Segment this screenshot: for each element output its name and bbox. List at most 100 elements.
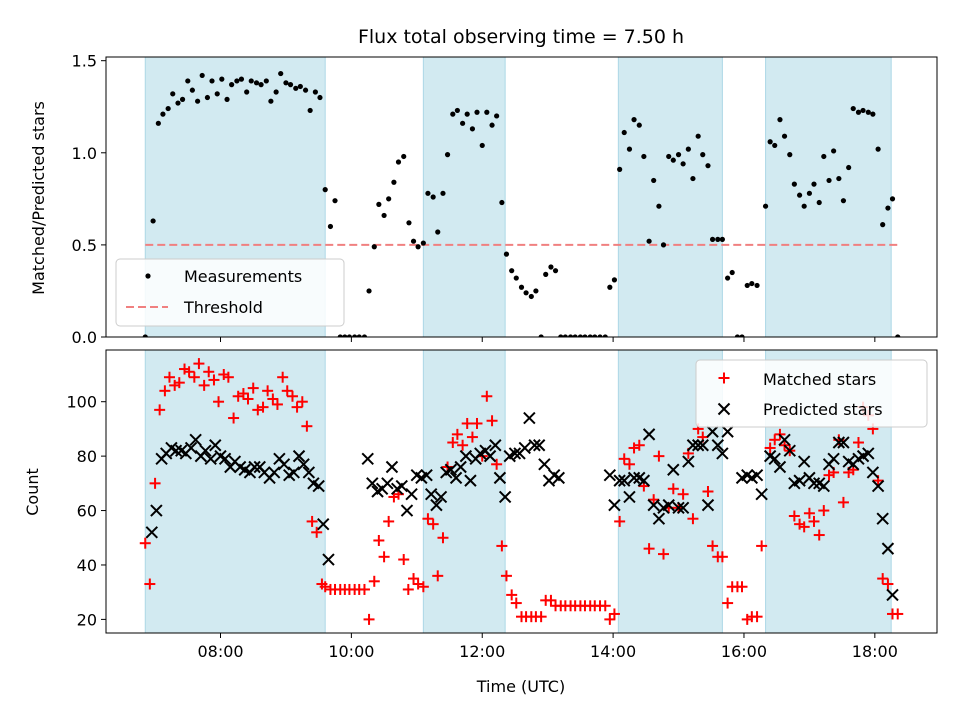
x-marker-b bbox=[204, 452, 217, 466]
data-point bbox=[744, 282, 750, 289]
data-point bbox=[440, 190, 446, 196]
data-point bbox=[466, 431, 478, 443]
data-point bbox=[291, 401, 303, 413]
data-point bbox=[422, 513, 434, 525]
x-marker-b bbox=[287, 466, 301, 479]
x-marker-b bbox=[662, 498, 675, 512]
data-point bbox=[837, 436, 850, 449]
data-point bbox=[518, 441, 531, 455]
x-marker-b bbox=[618, 474, 631, 487]
data-point bbox=[793, 474, 806, 487]
x-marker-b bbox=[807, 477, 821, 490]
data-point bbox=[709, 236, 716, 242]
x-marker-b bbox=[637, 474, 651, 487]
data-point bbox=[509, 268, 515, 274]
data-point bbox=[618, 453, 630, 465]
data-point bbox=[647, 498, 660, 512]
data-point bbox=[769, 434, 781, 446]
data-point bbox=[247, 382, 259, 394]
data-point bbox=[346, 334, 353, 337]
y-tick-label: 1.5 bbox=[72, 52, 97, 71]
data-point bbox=[454, 460, 467, 474]
data-point bbox=[356, 334, 362, 337]
x-marker-b bbox=[741, 468, 754, 482]
top-y-axis-label: Matched/Predicted stars bbox=[29, 101, 48, 295]
data-point bbox=[398, 554, 410, 566]
data-point bbox=[484, 109, 490, 115]
data-point bbox=[400, 504, 414, 517]
data-point bbox=[636, 122, 642, 128]
x-marker-b bbox=[768, 452, 781, 466]
data-point bbox=[716, 447, 729, 460]
data-point bbox=[381, 477, 394, 490]
data-point bbox=[358, 583, 370, 595]
data-point bbox=[457, 439, 469, 451]
data-point bbox=[430, 194, 436, 200]
x-marker-b bbox=[755, 488, 768, 501]
data-point bbox=[183, 366, 195, 378]
x-tick-label: 10:00 bbox=[328, 642, 374, 661]
x-marker-b bbox=[395, 479, 408, 493]
data-point bbox=[552, 471, 566, 485]
data-point bbox=[169, 444, 183, 457]
x-marker-b bbox=[361, 452, 374, 466]
x-tick-label: 16:00 bbox=[721, 642, 767, 661]
data-point bbox=[767, 139, 773, 145]
data-point bbox=[648, 494, 660, 506]
data-point bbox=[381, 212, 387, 219]
x-marker-b bbox=[866, 466, 880, 479]
data-point bbox=[513, 275, 519, 281]
data-point bbox=[667, 483, 679, 495]
data-point bbox=[751, 611, 763, 623]
data-point bbox=[607, 284, 613, 290]
data-point bbox=[768, 452, 781, 466]
data-point bbox=[623, 458, 635, 470]
data-point bbox=[479, 142, 485, 149]
data-point bbox=[184, 441, 198, 455]
legend-label-measurements: Measurements bbox=[184, 267, 302, 286]
x-marker-b bbox=[410, 468, 424, 482]
x-marker-b bbox=[778, 433, 791, 447]
data-point bbox=[592, 334, 598, 337]
x-marker-b bbox=[493, 471, 507, 485]
x-marker-b bbox=[169, 444, 183, 457]
data-point bbox=[675, 152, 682, 158]
data-point bbox=[508, 447, 522, 460]
data-point bbox=[705, 163, 711, 169]
bottom-y-axis-label: Count bbox=[23, 468, 42, 516]
x-marker-b bbox=[532, 439, 546, 452]
data-point bbox=[214, 91, 220, 97]
x-marker-b bbox=[233, 460, 247, 474]
data-point bbox=[189, 87, 195, 93]
data-point bbox=[297, 458, 310, 471]
data-point bbox=[532, 439, 546, 452]
data-point bbox=[885, 205, 891, 211]
x-marker-b bbox=[518, 441, 531, 455]
data-point bbox=[756, 540, 768, 552]
data-point bbox=[778, 433, 791, 447]
x-marker-b bbox=[322, 553, 335, 566]
x-marker-b bbox=[508, 447, 522, 460]
data-point bbox=[277, 371, 289, 383]
data-point bbox=[286, 390, 298, 402]
data-point bbox=[749, 280, 755, 287]
data-point bbox=[725, 275, 731, 281]
x-marker-b bbox=[430, 498, 443, 512]
data-point bbox=[500, 570, 512, 582]
data-point bbox=[204, 94, 211, 101]
data-point bbox=[666, 153, 672, 160]
data-point bbox=[213, 396, 225, 408]
axes-frame bbox=[105, 349, 938, 634]
data-point bbox=[203, 366, 215, 378]
data-point bbox=[242, 393, 254, 405]
data-point bbox=[832, 436, 846, 449]
x-marker-b bbox=[633, 471, 646, 485]
data-point bbox=[552, 268, 559, 274]
x-marker-b bbox=[706, 425, 719, 438]
data-point bbox=[434, 490, 448, 504]
x-marker-b bbox=[613, 474, 626, 487]
x-marker-b bbox=[686, 439, 700, 452]
data-point bbox=[538, 458, 551, 471]
x-marker-b bbox=[672, 501, 685, 515]
data-point bbox=[677, 488, 689, 500]
